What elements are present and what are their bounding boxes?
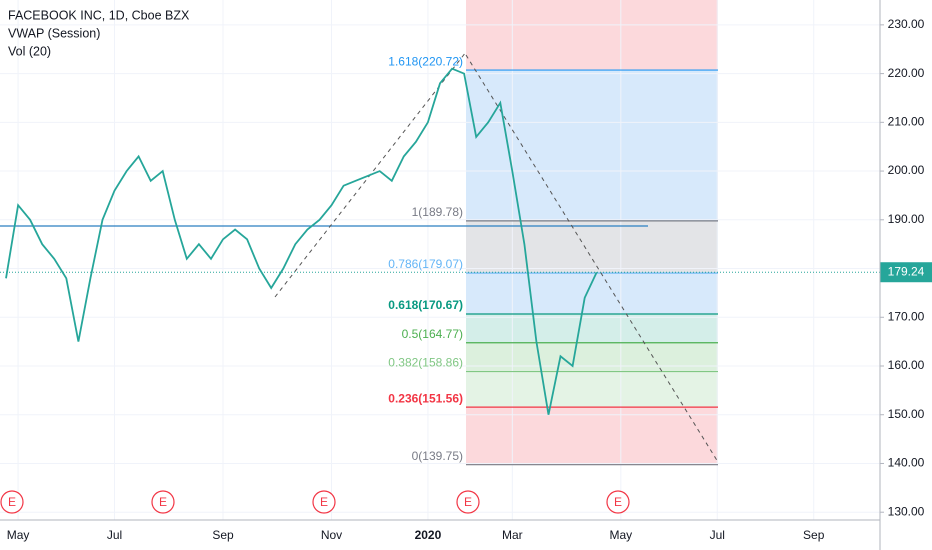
earnings-marker [312,490,336,514]
fib-zone [466,273,718,314]
y-tick-label: 150.00 [888,407,925,421]
x-tick-label: 2020 [415,528,442,542]
earnings-marker [606,490,630,514]
earnings-label: E [159,495,167,509]
x-tick-label: May [7,528,30,542]
earnings-marker [0,490,24,514]
earnings-label: E [614,495,622,509]
y-tick-label: 170.00 [888,309,925,323]
fib-level-label: 0.618(170.67) [388,298,463,312]
y-tick-label: 200.00 [888,163,925,177]
fib-zone-top [466,0,718,71]
y-tick-label: 190.00 [888,212,925,226]
chart-title: FACEBOOK INC, 1D, Cboe BZX [8,8,190,22]
x-tick-label: Sep [212,528,234,542]
fib-level-label: 0.5(164.77) [402,327,463,341]
y-tick-label: 230.00 [888,17,925,31]
x-tick-label: Jul [107,528,122,542]
y-tick-label: 160.00 [888,358,925,372]
earnings-marker [151,490,175,514]
fib-level-label: 0(139.75) [412,449,463,463]
fib-level-label: 0.786(179.07) [388,257,463,271]
fib-zone [466,313,718,343]
x-tick-label: Sep [803,528,825,542]
last-price-badge [880,262,932,283]
fib-zone [466,220,718,274]
y-tick-label: 130.00 [888,504,925,518]
indicator-label: Vol (20) [8,44,51,58]
fib-zone [466,407,718,465]
earnings-label: E [464,495,472,509]
x-tick-label: Nov [321,528,342,542]
fib-level-label: 0.236(151.56) [388,391,463,405]
y-tick-label: 140.00 [888,456,925,470]
y-tick-label: 210.00 [888,114,925,128]
fib-zone [466,371,718,408]
x-tick-label: Jul [710,528,725,542]
earnings-label: E [320,495,328,509]
last-price-label: 179.24 [888,264,925,278]
y-tick-label: 220.00 [888,66,925,80]
fib-level-label: 1.618(220.72) [388,54,463,68]
price-line [5,67,598,415]
x-tick-label: Mar [502,528,523,542]
indicator-label: VWAP (Session) [8,26,100,40]
earnings-label: E [8,495,16,509]
fib-zone [466,342,718,372]
fib-level-label: 0.382(158.86) [388,356,463,370]
fib-level-label: 1(189.78) [412,205,463,219]
fib-zone [466,70,718,221]
earnings-marker [456,490,480,514]
x-tick-label: May [609,528,632,542]
